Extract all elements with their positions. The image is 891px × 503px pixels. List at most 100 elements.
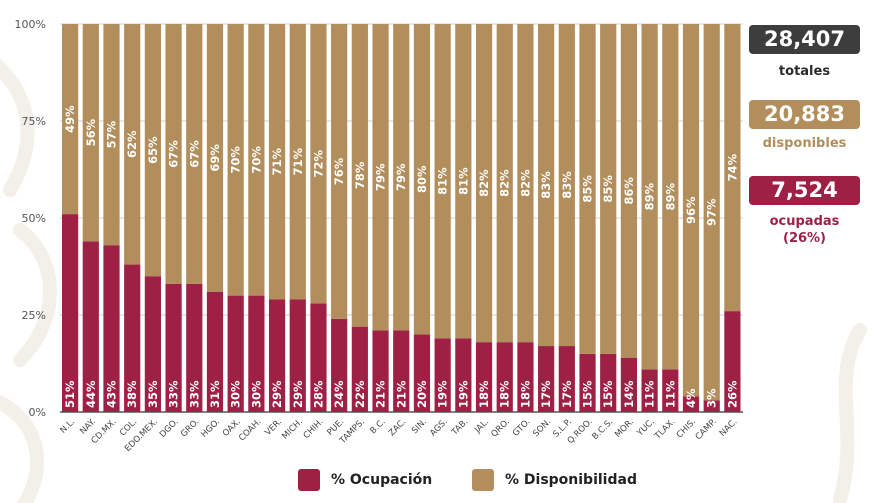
- bar-label-availability: 57%: [104, 120, 118, 148]
- bar-occupancy: [475, 342, 493, 412]
- legend-swatch-occupancy: [298, 469, 320, 491]
- legend-swatch-availability: [472, 469, 494, 491]
- bar-label-occupancy: 15%: [581, 380, 595, 408]
- bar-occupancy: [165, 283, 182, 412]
- bar-label-availability: 67%: [187, 140, 201, 168]
- bar-availability: [372, 24, 389, 331]
- bar-occupancy: [186, 283, 203, 412]
- bar-availability: [186, 24, 203, 284]
- bar-occupancy: [579, 353, 596, 412]
- bar-occupancy: [558, 346, 575, 412]
- bar-availability: [600, 24, 617, 354]
- x-tick-label: B.C.S.: [590, 417, 615, 442]
- bar-occupancy: [351, 326, 368, 412]
- bar-occupancy: [289, 299, 306, 412]
- x-tick-label: B.C.: [368, 417, 387, 436]
- bar-label-occupancy: 33%: [187, 380, 201, 408]
- bar-availability: [641, 24, 658, 370]
- x-tick-label: COAH.: [237, 417, 263, 443]
- bar-occupancy: [268, 299, 286, 412]
- bar-availability: [538, 24, 555, 347]
- x-tick-label: HGO.: [199, 417, 222, 440]
- bar-occupancy: [620, 357, 638, 412]
- bar-availability: [165, 24, 182, 284]
- bar-label-availability: 81%: [436, 167, 450, 195]
- bar-occupancy: [372, 330, 389, 412]
- x-tick-label: TLAX.: [652, 417, 677, 442]
- bar-occupancy: [724, 311, 741, 412]
- bar-availability: [227, 24, 244, 296]
- bar-label-availability: 80%: [415, 165, 429, 193]
- y-tick-label: 50%: [22, 212, 46, 225]
- x-tick-label: DGO.: [158, 417, 181, 440]
- legend-item-occupancy: % Ocupación: [298, 468, 432, 492]
- bar-availability: [434, 24, 451, 339]
- bar-availability: [331, 24, 348, 319]
- x-tick-label: SIN.: [410, 417, 429, 436]
- available-count-box: 20,883: [749, 100, 860, 129]
- bar-occupancy: [413, 334, 431, 412]
- bar-label-availability: 96%: [684, 196, 698, 224]
- x-tick-label: MICH.: [280, 417, 305, 442]
- x-tick-label: CAMP.: [694, 417, 719, 442]
- bar-availability: [310, 24, 327, 304]
- bar-availability: [268, 24, 286, 300]
- bar-label-occupancy: 33%: [167, 380, 181, 408]
- bar-label-occupancy: 43%: [104, 380, 118, 408]
- legend-label-availability: % Disponibilidad: [505, 472, 637, 488]
- x-tick-label: SON.: [531, 417, 553, 439]
- bar-availability: [206, 24, 224, 292]
- bar-label-availability: 89%: [663, 182, 677, 210]
- bar-label-availability: 82%: [498, 169, 512, 197]
- x-tick-label: MOR.: [613, 417, 636, 440]
- bar-label-availability: 82%: [518, 169, 532, 197]
- occupied-count-value: 7,524: [771, 178, 838, 202]
- bar-occupancy: [227, 295, 244, 412]
- bar-label-occupancy: 30%: [249, 380, 263, 408]
- bar-label-occupancy: 19%: [436, 380, 450, 408]
- x-tick-label: TAB.: [449, 417, 470, 438]
- bar-label-occupancy: 14%: [622, 380, 636, 408]
- bar-label-availability: 71%: [270, 148, 284, 176]
- legend-item-availability: % Disponibilidad: [472, 468, 637, 492]
- bar-label-availability: 89%: [643, 182, 657, 210]
- x-tick-label: GRO.: [179, 417, 201, 439]
- occupied-percent-label: (26%): [783, 231, 826, 246]
- bar-label-occupancy: 20%: [415, 380, 429, 408]
- bar-label-availability: 85%: [601, 175, 615, 203]
- bar-occupancy: [144, 276, 161, 412]
- bars: [62, 24, 741, 412]
- bar-label-availability: 72%: [311, 149, 325, 177]
- occupied-count-box: 7,524: [749, 176, 860, 205]
- bar-label-availability: 83%: [560, 171, 574, 199]
- bar-label-occupancy: 11%: [663, 380, 677, 408]
- bar-label-occupancy: 3%: [705, 388, 719, 408]
- x-tick-label: JAL.: [472, 417, 491, 436]
- bar-label-occupancy: 51%: [63, 380, 77, 408]
- y-tick-label: 0%: [29, 406, 46, 419]
- bar-label-availability: 67%: [167, 140, 181, 168]
- bar-label-availability: 97%: [705, 198, 719, 226]
- bar-occupancy: [682, 396, 700, 412]
- bar-occupancy: [641, 369, 658, 412]
- bar-occupancy: [496, 342, 513, 412]
- bar-label-availability: 82%: [477, 169, 491, 197]
- bar-label-occupancy: 24%: [332, 380, 346, 408]
- bar-label-occupancy: 22%: [353, 380, 367, 408]
- bar-occupancy: [538, 346, 555, 412]
- x-tick-label: N.L.: [58, 417, 77, 436]
- bar-availability: [144, 24, 161, 277]
- bar-label-occupancy: 19%: [456, 380, 470, 408]
- bar-availability: [724, 24, 741, 312]
- bar-label-occupancy: 38%: [125, 380, 139, 408]
- bar-label-occupancy: 17%: [560, 380, 574, 408]
- bar-label-occupancy: 30%: [229, 380, 243, 408]
- bar-availability: [393, 24, 410, 331]
- y-tick-label: 100%: [15, 18, 46, 31]
- total-count-label: totales: [778, 64, 831, 79]
- bar-availability: [413, 24, 431, 335]
- bar-occupancy: [82, 241, 99, 412]
- bar-availability: [558, 24, 575, 347]
- bar-label-occupancy: 29%: [270, 380, 284, 408]
